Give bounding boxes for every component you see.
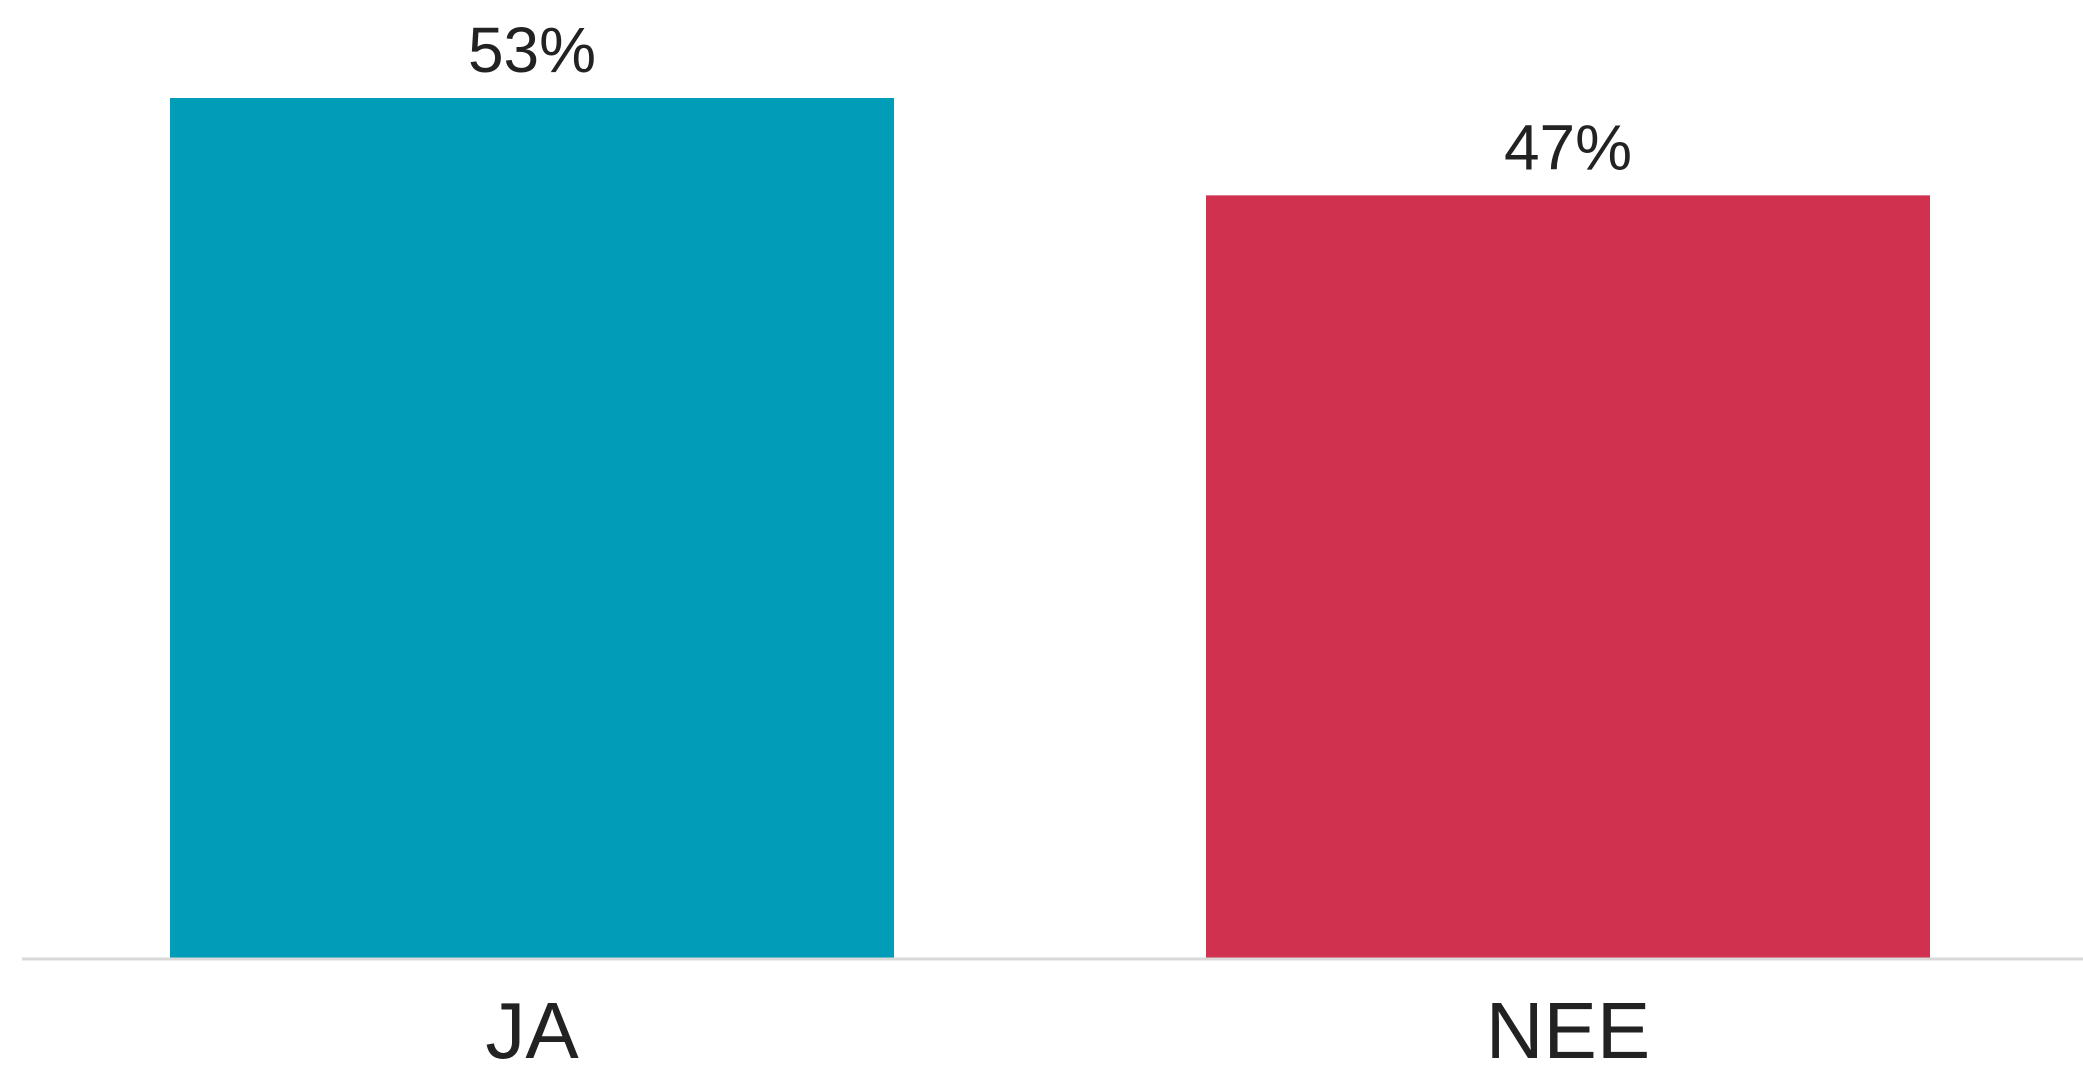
bar-ja — [170, 98, 894, 958]
bars-group — [170, 98, 1930, 958]
category-label-nee: NEE — [1486, 986, 1651, 1069]
bar-nee — [1206, 195, 1930, 958]
value-labels-group: 53% 47% — [468, 14, 1632, 183]
category-label-ja: JA — [485, 986, 579, 1069]
category-labels-group: JA NEE — [485, 986, 1650, 1069]
value-label-nee: 47% — [1504, 111, 1632, 183]
value-label-ja: 53% — [468, 14, 596, 86]
